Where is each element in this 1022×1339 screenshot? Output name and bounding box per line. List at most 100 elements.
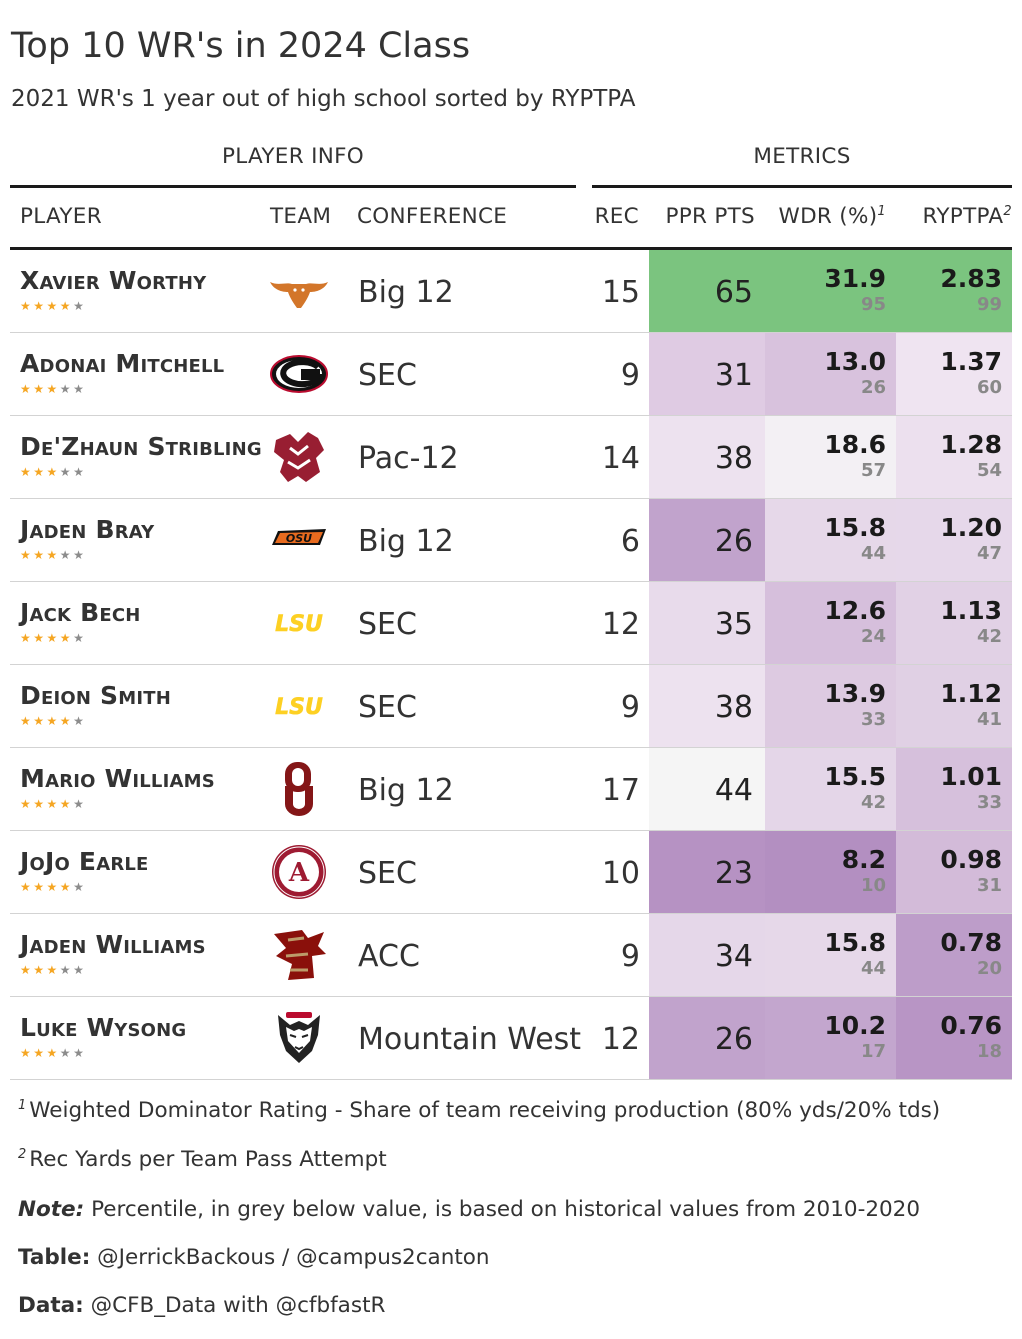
star-icon: ★	[20, 797, 34, 811]
star-icon: ★	[73, 880, 87, 894]
table-row: JoJo Earle ★★★★★ A SEC 10 23 8.2 10 0.98 31	[10, 831, 1012, 914]
ryptpa-percentile: 42	[976, 626, 1002, 647]
star-icon: ★	[20, 714, 34, 728]
footnote-1-mark: 1	[18, 1097, 27, 1113]
ppr-cell: 65	[649, 250, 765, 332]
table-title: Top 10 WR's in 2024 Class	[11, 26, 471, 66]
source-table-label: Table:	[18, 1245, 91, 1270]
star-icon: ★	[46, 631, 60, 645]
star-icon: ★	[73, 714, 87, 728]
ryptpa-percentile: 99	[976, 294, 1002, 315]
spanner-player-info-rule	[10, 185, 576, 188]
ppr-cell: 34	[649, 914, 765, 996]
table-row: Xavier Worthy ★★★★★ Big 12 15 65 31.9 95 2.83 99	[10, 250, 1012, 333]
receptions: 9	[620, 358, 640, 393]
wdr-percentile: 33	[860, 709, 886, 730]
star-icon: ★	[33, 797, 47, 811]
receptions: 10	[601, 856, 640, 891]
ppr-cell: 35	[649, 582, 765, 664]
ryptpa-percentile: 47	[976, 543, 1002, 564]
table-row: Adonai Mitchell ★★★★★ SEC 9 31 13.0 26 1.37 60	[10, 333, 1012, 416]
ryptpa-value: 1.01	[940, 762, 1002, 791]
source-note-text: Percentile, in grey below value, is base…	[84, 1197, 921, 1222]
conference: SEC	[358, 690, 417, 725]
source-data-text: @CFB_Data with @cfbfastR	[83, 1293, 386, 1318]
ryptpa-percentile: 60	[976, 377, 1002, 398]
ppr-cell: 26	[649, 997, 765, 1079]
wdr-value: 18.6	[824, 430, 886, 459]
star-icon: ★	[20, 548, 34, 562]
star-icon: ★	[33, 299, 47, 313]
source-table-text: @JerrickBackous / @campus2canton	[90, 1245, 490, 1270]
ryptpa-cell: 0.78 20	[896, 914, 1012, 996]
ryptpa-percentile: 31	[976, 875, 1002, 896]
boston-college-eagle-icon	[268, 926, 330, 984]
star-icon: ★	[33, 880, 47, 894]
washington-state-cougar-icon	[268, 428, 330, 486]
spanner-metrics: METRICS	[753, 144, 851, 169]
player-name: Jaden Bray	[20, 515, 155, 544]
ryptpa-cell: 1.12 41	[896, 665, 1012, 747]
ryptpa-value: 2.83	[940, 264, 1002, 293]
star-icon: ★	[59, 548, 74, 562]
wdr-percentile: 17	[860, 1041, 886, 1062]
star-icon: ★	[73, 631, 87, 645]
player-name: Jaden Williams	[20, 930, 206, 959]
col-header-rec: REC	[594, 204, 639, 229]
col-header-wdr-footnote-mark: 1	[877, 203, 886, 219]
wdr-value: 31.9	[824, 264, 886, 293]
table-subtitle: 2021 WR's 1 year out of high school sort…	[11, 86, 636, 112]
star-icon: ★	[73, 963, 87, 977]
table-row: Deion Smith ★★★★★ LSU SEC 9 38 13.9 33 1.12 41	[10, 665, 1012, 748]
player-star-rating: ★★★★★	[20, 465, 86, 479]
receptions: 9	[620, 939, 640, 974]
ryptpa-cell: 1.20 47	[896, 499, 1012, 581]
wdr-value: 15.5	[824, 762, 886, 791]
ryptpa-cell: 0.98 31	[896, 831, 1012, 913]
ppr-cell: 44	[649, 748, 765, 830]
wdr-cell: 12.6 24	[765, 582, 896, 664]
ryptpa-percentile: 18	[976, 1041, 1002, 1062]
oklahoma-ou-icon	[268, 760, 330, 818]
ryptpa-value: 1.12	[940, 679, 1002, 708]
star-icon: ★	[73, 465, 87, 479]
receptions: 14	[601, 441, 640, 476]
ppr-cell: 31	[649, 333, 765, 415]
player-name: Mario Williams	[20, 764, 215, 793]
svg-text:LSU: LSU	[275, 695, 323, 720]
texas-longhorn-icon	[268, 262, 330, 320]
star-icon: ★	[33, 1046, 47, 1060]
player-star-rating: ★★★★★	[20, 714, 86, 728]
ryptpa-value: 0.78	[940, 928, 1002, 957]
star-icon: ★	[33, 631, 47, 645]
ryptpa-value: 1.13	[940, 596, 1002, 625]
col-header-ppr: PPR PTS	[665, 204, 755, 229]
source-data-label: Data:	[18, 1293, 84, 1318]
star-icon: ★	[33, 465, 47, 479]
col-header-player: PLAYER	[20, 204, 102, 229]
star-icon: ★	[46, 880, 60, 894]
ryptpa-cell: 1.01 33	[896, 748, 1012, 830]
receptions: 15	[601, 275, 640, 310]
conference: Big 12	[358, 524, 454, 559]
ppr-cell: 38	[649, 665, 765, 747]
col-header-ryptpa: RYPTPA2	[923, 204, 1012, 229]
svg-text:OSU: OSU	[286, 532, 312, 545]
star-icon: ★	[33, 548, 47, 562]
player-name: Luke Wysong	[20, 1013, 187, 1042]
wdr-value: 8.2	[841, 845, 886, 874]
col-header-wdr-label: WDR (%)	[778, 204, 878, 229]
star-icon: ★	[59, 714, 74, 728]
ppr-value: 38	[714, 441, 753, 476]
source-table-credit: Table: @JerrickBackous / @campus2canton	[18, 1245, 490, 1270]
ryptpa-percentile: 54	[976, 460, 1002, 481]
receptions: 12	[601, 1022, 640, 1057]
conference: SEC	[358, 856, 417, 891]
conference: Mountain West	[358, 1022, 582, 1057]
wdr-cell: 15.8 44	[765, 499, 896, 581]
wdr-percentile: 57	[860, 460, 886, 481]
receptions: 17	[601, 773, 640, 808]
ryptpa-value: 1.28	[940, 430, 1002, 459]
footnote-2: 2 Rec Yards per Team Pass Attempt	[18, 1147, 387, 1172]
wdr-value: 13.9	[824, 679, 886, 708]
